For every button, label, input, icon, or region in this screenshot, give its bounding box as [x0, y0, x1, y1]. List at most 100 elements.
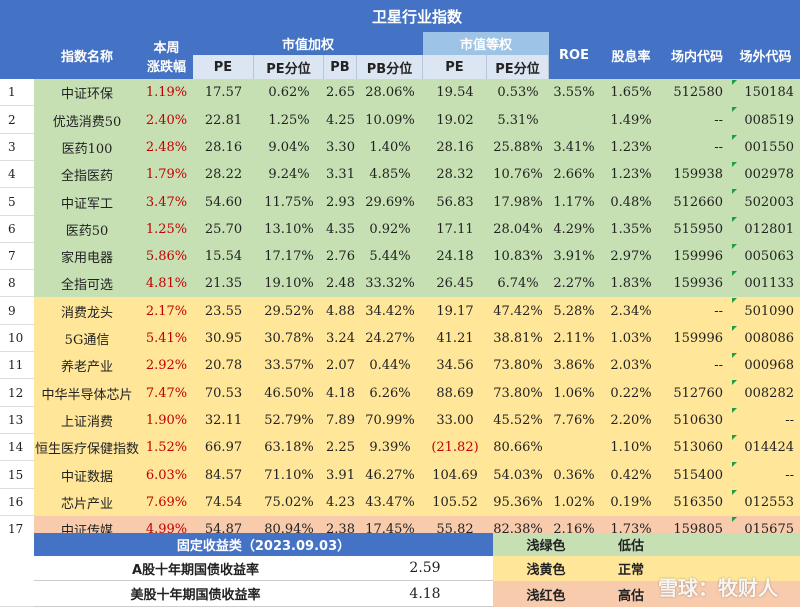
dividend-yield: 0.19%: [599, 489, 663, 516]
roe-value: 2.27%: [549, 270, 599, 297]
offmarket-code: 150184: [731, 79, 800, 106]
row-number: 8: [0, 270, 34, 297]
roe-value: [549, 434, 599, 461]
pe-value: 84.57: [193, 461, 254, 489]
row-number: 10: [0, 325, 34, 352]
dividend-yield: 2.97%: [599, 243, 663, 270]
pb-value: 7.89: [324, 407, 357, 434]
onmarket-code: --: [663, 106, 731, 134]
pb-percentile: 29.69%: [357, 188, 423, 216]
pb-value: 3.30: [324, 134, 357, 161]
dividend-yield: 2.34%: [599, 297, 663, 325]
dividend-yield: 1.03%: [599, 325, 663, 352]
eq-pe-value: 17.11: [423, 216, 487, 243]
weekly-change: 7.69%: [140, 489, 193, 516]
pb-value: 2.48: [324, 270, 357, 297]
pb-percentile: 4.85%: [357, 161, 423, 188]
legend-color-name: 浅红色: [493, 581, 599, 607]
cell-comment-marker: [732, 271, 737, 276]
roe-value: 5.28%: [549, 297, 599, 325]
pb-percentile: 6.26%: [357, 379, 423, 407]
pb-percentile: 33.32%: [357, 270, 423, 297]
roe-value: 0.36%: [549, 461, 599, 489]
header-pe: PE: [193, 55, 254, 79]
pe-percentile: 63.18%: [254, 434, 324, 461]
eq-pe-percentile: 25.88%: [487, 134, 549, 161]
row-number: 7: [0, 243, 34, 270]
pb-value: 4.18: [324, 379, 357, 407]
header-onmarket-code: 场内代码: [663, 32, 731, 79]
pe-percentile: 13.10%: [254, 216, 324, 243]
header-eq-pe-percentile: PE分位: [487, 55, 549, 79]
onmarket-code: 159936: [663, 270, 731, 297]
eq-pe-value: 19.02: [423, 106, 487, 134]
eq-pe-percentile: 95.36%: [487, 489, 549, 516]
weekly-change: 2.92%: [140, 352, 193, 379]
pb-percentile: 1.40%: [357, 134, 423, 161]
pb-percentile: 70.99%: [357, 407, 423, 434]
dividend-yield: 0.48%: [599, 188, 663, 216]
onmarket-code: 515400: [663, 461, 731, 489]
offmarket-code: 001550: [731, 134, 800, 161]
pb-value: 3.31: [324, 161, 357, 188]
row-number: 11: [0, 352, 34, 379]
onmarket-code: --: [663, 352, 731, 379]
pe-value: 15.54: [193, 243, 254, 270]
offmarket-code: 008282: [731, 379, 800, 407]
index-name: 芯片产业: [34, 489, 140, 516]
cell-comment-marker: [732, 408, 737, 413]
pb-percentile: 0.92%: [357, 216, 423, 243]
dividend-yield: 2.20%: [599, 407, 663, 434]
fixed-income-value: 2.59: [357, 556, 493, 581]
dividend-yield: 1.23%: [599, 161, 663, 188]
fixed-income-value: 4.18: [357, 581, 493, 607]
onmarket-code: --: [663, 297, 731, 325]
offmarket-code: 008519: [731, 106, 800, 134]
pe-percentile: 0.62%: [254, 79, 324, 106]
eq-pe-percentile: 45.52%: [487, 407, 549, 434]
legend-meaning: 正常: [599, 556, 663, 581]
offmarket-code: 501090: [731, 297, 800, 325]
dividend-yield: 1.35%: [599, 216, 663, 243]
pb-percentile: 9.39%: [357, 434, 423, 461]
offmarket-code: 008086: [731, 325, 800, 352]
pb-value: 2.25: [324, 434, 357, 461]
eq-pe-percentile: 73.80%: [487, 352, 549, 379]
index-name: 医药50: [34, 216, 140, 243]
pe-value: 54.60: [193, 188, 254, 216]
pe-percentile: 19.10%: [254, 270, 324, 297]
onmarket-code: 159938: [663, 161, 731, 188]
dividend-yield: 1.65%: [599, 79, 663, 106]
row-number: 9: [0, 297, 34, 325]
legend-color-name: 浅黄色: [493, 556, 599, 581]
eq-pe-percentile: 17.98%: [487, 188, 549, 216]
eq-pe-value: (21.82): [423, 434, 487, 461]
weekly-change: 1.90%: [140, 407, 193, 434]
eq-pe-value: 56.83: [423, 188, 487, 216]
weekly-change: 4.81%: [140, 270, 193, 297]
index-name: 恒生医疗保健指数: [34, 434, 140, 461]
header-roe: ROE: [549, 32, 599, 79]
pe-percentile: 1.25%: [254, 106, 324, 134]
watermark: 雪球：牧财人: [658, 576, 778, 600]
dividend-yield: 1.49%: [599, 106, 663, 134]
pb-percentile: 46.27%: [357, 461, 423, 489]
row-number: 12: [0, 379, 34, 407]
onmarket-code: 512660: [663, 188, 731, 216]
roe-value: 3.91%: [549, 243, 599, 270]
row-number: 3: [0, 134, 34, 161]
roe-value: [549, 106, 599, 134]
cell-comment-marker: [732, 244, 737, 249]
roe-value: 4.29%: [549, 216, 599, 243]
cell-comment-marker: [732, 462, 737, 467]
offmarket-code: 000968: [731, 352, 800, 379]
eq-pe-value: 34.56: [423, 352, 487, 379]
dividend-yield: 0.22%: [599, 379, 663, 407]
eq-pe-percentile: 28.04%: [487, 216, 549, 243]
eq-pe-value: 88.69: [423, 379, 487, 407]
eq-pe-percentile: 80.66%: [487, 434, 549, 461]
cell-comment-marker: [732, 435, 737, 440]
onmarket-code: 516350: [663, 489, 731, 516]
pb-value: 2.93: [324, 188, 357, 216]
cell-comment-marker: [732, 517, 737, 522]
